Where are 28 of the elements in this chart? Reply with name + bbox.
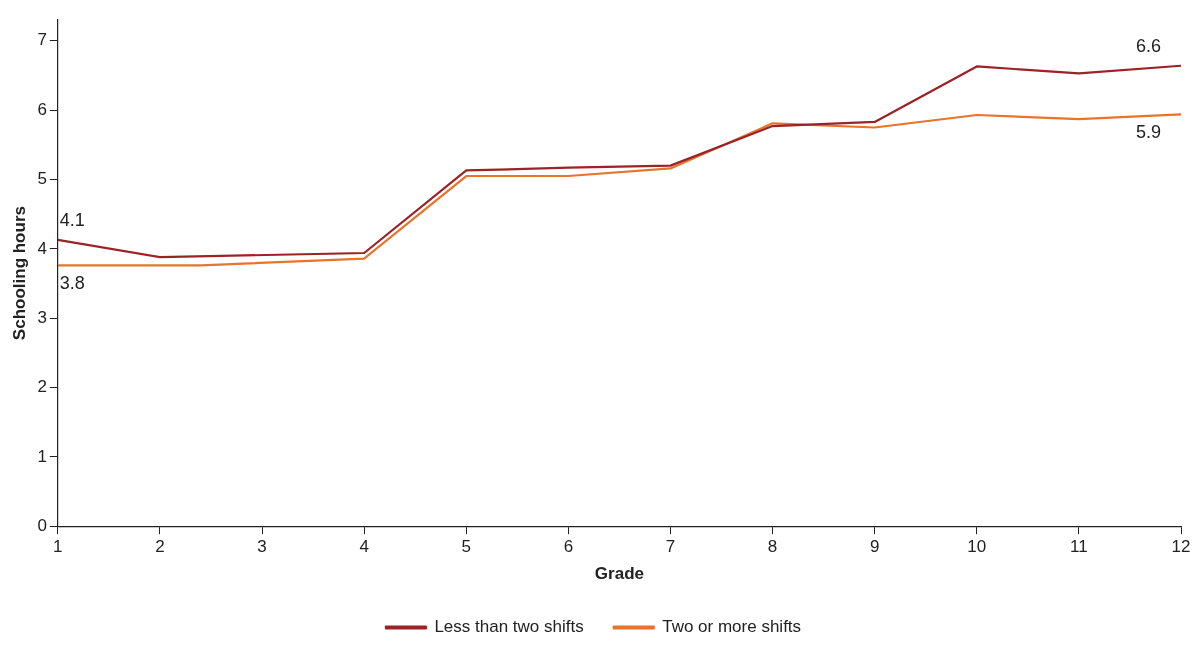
y-tick-label: 7 (37, 30, 47, 50)
x-tick-label: 11 (1070, 537, 1088, 557)
y-tick-label: 4 (37, 238, 47, 258)
y-tick-label: 1 (37, 446, 47, 466)
y-tick-label: 0 (37, 515, 47, 535)
y-tick-label: 3 (37, 307, 47, 327)
x-tick-label: 5 (461, 537, 472, 557)
x-axis-title: Grade (594, 564, 644, 584)
x-tick-label: 1 (53, 537, 63, 557)
legend-label: Two or more shifts (662, 617, 802, 637)
x-tick-label: 3 (257, 537, 267, 557)
x-tick-label: 6 (563, 537, 574, 557)
y-axis-title: Schooling hours (9, 206, 29, 341)
x-tick-label: 4 (359, 537, 369, 557)
x-tick-label: 2 (155, 537, 165, 557)
x-tick-label: 8 (767, 537, 778, 557)
y-tick-label: 5 (37, 169, 47, 189)
x-tick-label: 10 (967, 537, 987, 557)
y-tick-label: 2 (37, 377, 47, 397)
data-label: 4.1 (59, 209, 85, 230)
x-tick-label: 12 (1171, 537, 1191, 557)
data-label: 6.6 (1135, 35, 1161, 56)
y-tick-label: 6 (37, 99, 47, 119)
legend-label: Less than two shifts (434, 617, 584, 637)
data-label: 5.9 (1135, 122, 1161, 143)
x-tick-label: 9 (869, 537, 880, 557)
data-label: 3.8 (59, 273, 85, 294)
x-tick-label: 7 (665, 537, 676, 557)
